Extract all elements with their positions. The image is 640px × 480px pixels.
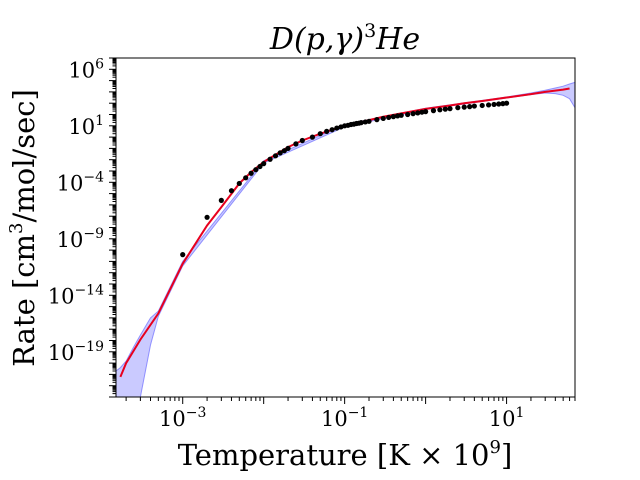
data-point — [390, 114, 396, 120]
x-axis-label: Temperature [K × 109] — [178, 437, 513, 472]
y-ticks: 106 101 10−4 10−9 10−14 10−19 — [48, 56, 116, 398]
y-tick-label: 10−14 — [48, 282, 104, 308]
chart-title-base: D(p,γ) — [269, 22, 364, 57]
x-tick-label: 10−1 — [321, 405, 368, 431]
data-point — [496, 101, 502, 107]
data-point — [267, 156, 273, 162]
data-point — [228, 188, 235, 194]
data-point — [461, 104, 467, 110]
data-point — [455, 105, 461, 111]
y-tick-label: 10−4 — [57, 169, 104, 195]
data-point — [317, 131, 323, 137]
data-point — [486, 102, 492, 108]
data-point — [285, 145, 291, 151]
data-point — [218, 197, 224, 203]
data-point — [479, 102, 485, 109]
data-point — [236, 180, 242, 187]
y-axis-label-superscript: 3 — [6, 223, 27, 234]
x-axis-label-superscript: 9 — [490, 437, 501, 458]
x-tick-label: 10−3 — [159, 405, 206, 431]
data-point — [257, 163, 263, 170]
data-point — [277, 150, 283, 156]
data-point — [253, 167, 259, 173]
data-point — [329, 127, 335, 133]
data-point — [430, 108, 437, 114]
data-point — [447, 106, 453, 112]
data-point — [204, 214, 210, 220]
y-axis-label: Rate [cm3/mol/sec] — [6, 89, 41, 367]
data-point — [503, 100, 510, 106]
data-point — [299, 137, 305, 144]
data-point — [410, 111, 416, 117]
data-point — [334, 125, 340, 131]
data-point — [386, 114, 392, 121]
data-point — [405, 111, 411, 118]
chart-title: D(p,γ)3He — [269, 20, 420, 57]
y-tick-label: 10−19 — [48, 339, 104, 365]
data-point — [415, 110, 421, 116]
data-point — [272, 153, 279, 159]
y-tick-label: 106 — [68, 56, 104, 82]
data-point — [309, 134, 316, 140]
data-point — [374, 117, 380, 123]
data-point — [380, 115, 386, 122]
data-points-layer — [180, 100, 510, 258]
chart-title-superscript: 3 — [364, 20, 376, 42]
x-ticks: 10−3 10−1 101 — [125, 397, 576, 431]
data-point — [261, 161, 267, 167]
data-point — [243, 175, 249, 181]
y-tick-label: 10−9 — [57, 226, 104, 252]
x-tick-label: 101 — [489, 405, 525, 431]
data-point — [293, 141, 299, 147]
data-point — [437, 107, 443, 113]
y-axis-label-suffix: /mol/sec] — [7, 89, 41, 222]
data-point — [248, 170, 254, 176]
data-point — [491, 101, 497, 108]
x-axis-label-base: Temperature [K × 10 — [178, 438, 490, 472]
y-axis-label-base: Rate [cm — [7, 234, 41, 367]
data-point — [366, 118, 372, 124]
data-point — [467, 104, 473, 110]
data-point — [423, 109, 429, 115]
chart-title-suffix: He — [375, 22, 420, 57]
x-axis-label-suffix: ] — [501, 438, 512, 472]
data-point — [358, 120, 364, 126]
y-tick-label: 101 — [68, 113, 104, 139]
data-point — [180, 252, 186, 258]
data-point — [324, 128, 330, 134]
data-point — [398, 112, 404, 118]
data-point — [471, 103, 477, 109]
data-point — [442, 106, 448, 112]
